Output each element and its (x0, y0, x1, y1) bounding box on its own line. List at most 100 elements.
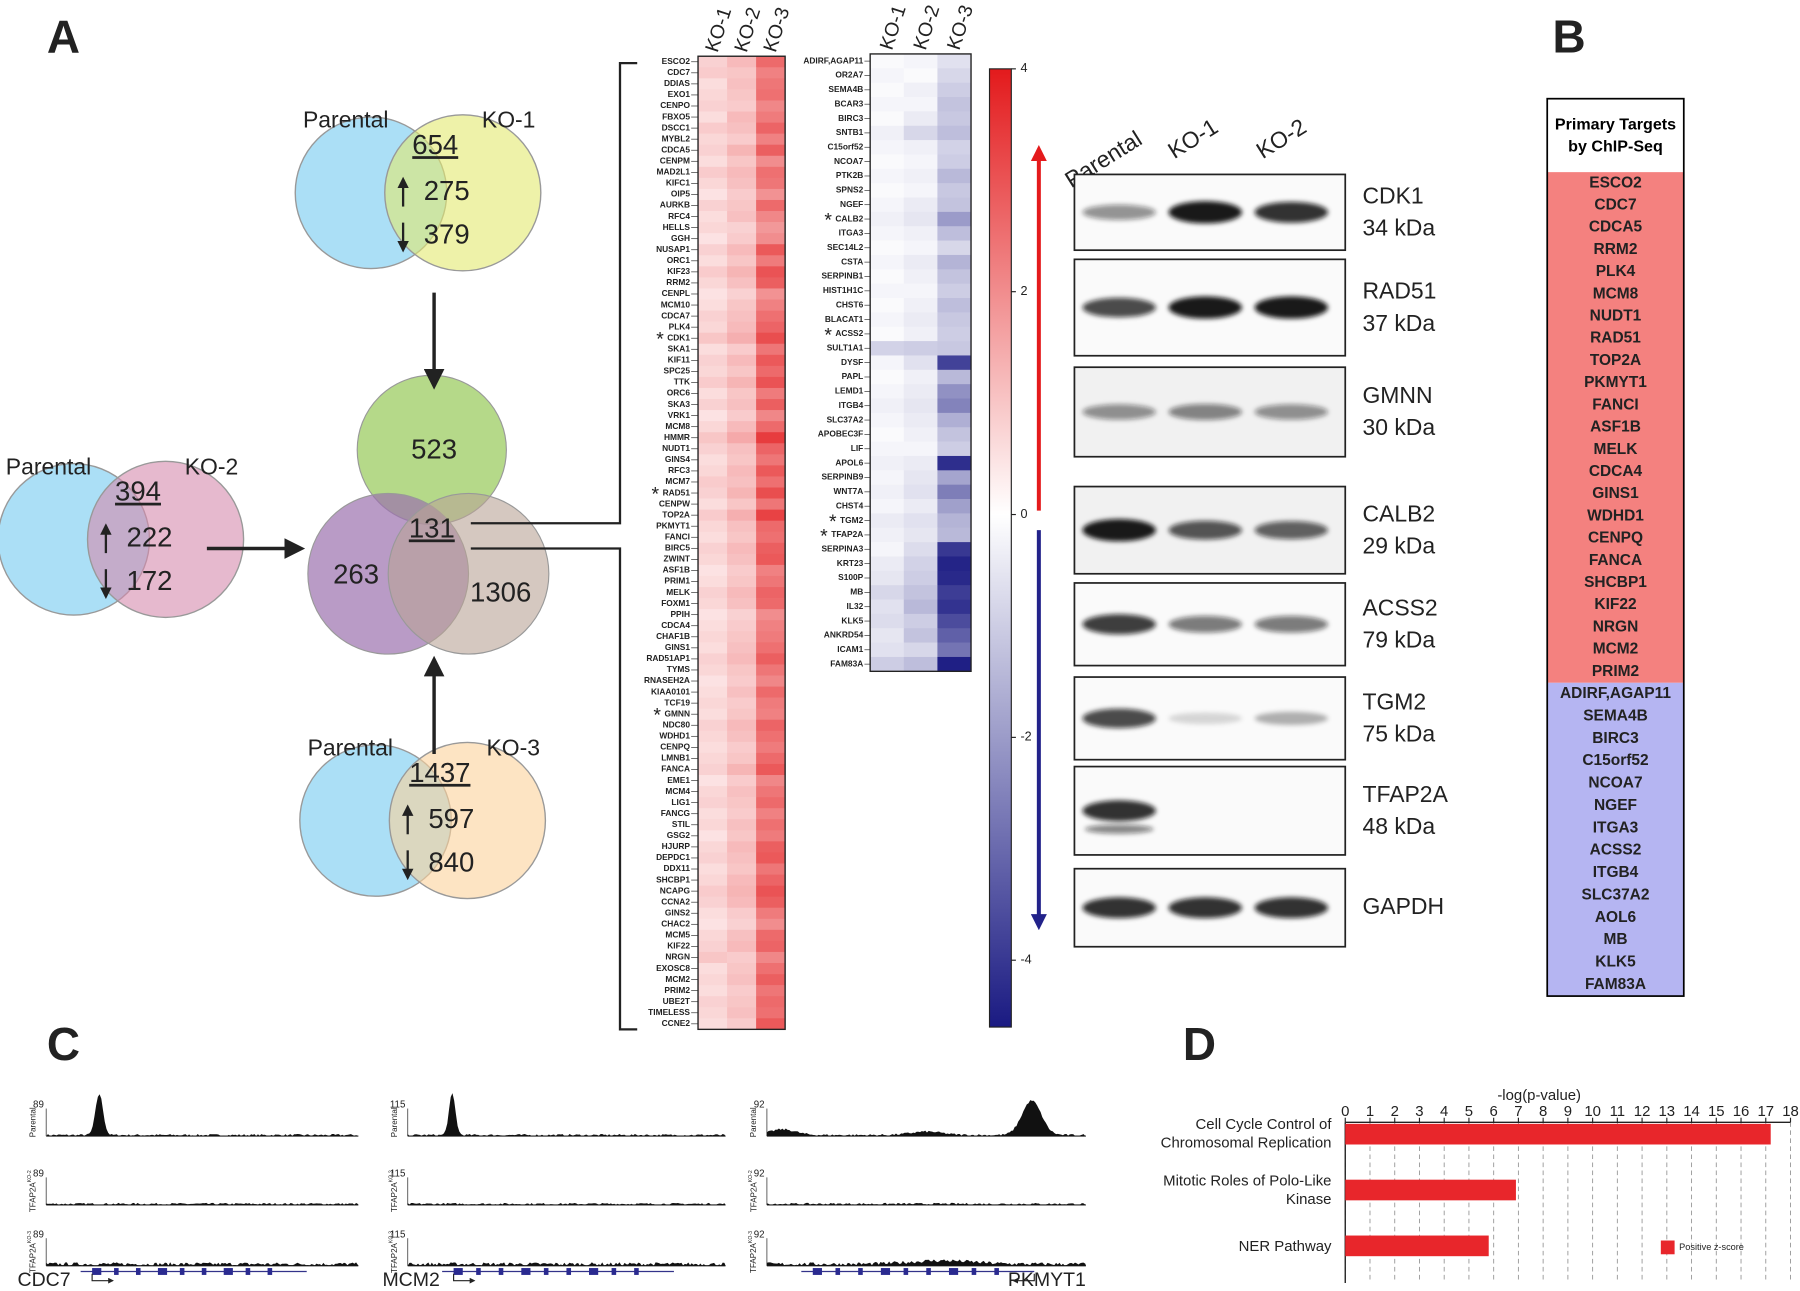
heat-cell (937, 269, 972, 285)
gene-label: NRGN (665, 952, 690, 962)
heat-cell (756, 974, 786, 986)
gene-label: PKMYT1 (656, 520, 690, 530)
exon (903, 1268, 909, 1275)
heat-cell (698, 741, 728, 754)
heat-cell (870, 283, 905, 299)
heat-cell (870, 455, 905, 471)
heat-cell (903, 570, 938, 586)
heat-cell (870, 427, 905, 442)
heat-cell (870, 312, 905, 328)
heat-cell (903, 53, 938, 69)
x-tick-label: 17 (1757, 1104, 1774, 1120)
heat-cell (727, 775, 757, 787)
column-label: KO-3 (943, 2, 978, 52)
gene-label: RAD51AP1 (646, 653, 690, 663)
heat-cell (698, 752, 728, 765)
gene-label: ESCO2 (662, 56, 691, 66)
exon (223, 1268, 233, 1275)
target-gene: FANCI (1592, 396, 1638, 413)
gene-label: KIFC1 (666, 178, 691, 188)
gene-label: LIG1 (671, 797, 690, 807)
heat-cell (727, 321, 757, 334)
star-mark: * (829, 511, 837, 533)
gene-label: HIST1H1C (823, 285, 863, 295)
gene-label: C15orf52 (827, 141, 863, 151)
exon (858, 1268, 863, 1275)
gene-label: RRM2 (666, 277, 690, 287)
heat-cell (756, 896, 786, 909)
heat-cell (937, 441, 972, 457)
heat-cell (937, 585, 972, 600)
heat-cell (937, 513, 972, 529)
heat-cell (756, 609, 786, 621)
heat-cell (698, 365, 728, 378)
heat-cell (698, 78, 728, 90)
heat-cell (756, 520, 786, 533)
heat-cell (698, 819, 728, 831)
heat-cell (937, 613, 972, 629)
target-header (1547, 98, 1684, 173)
venn-label: KO-3 (487, 734, 541, 760)
heat-cell (756, 399, 786, 411)
heat-cell (903, 140, 938, 155)
heat-cell (698, 531, 728, 544)
heat-cell (727, 907, 757, 920)
sample-sup: KO-2 (389, 1170, 395, 1182)
exon (201, 1268, 207, 1275)
x-tick-label: 11 (1610, 1104, 1625, 1120)
blot-band (1254, 521, 1329, 540)
gene-label: DYSF (841, 357, 863, 367)
heat-cell (698, 763, 728, 776)
sample-name: TFAP2A (749, 1182, 758, 1213)
heat-cell (698, 653, 728, 665)
star-mark: * (656, 329, 664, 351)
heat-cell (937, 542, 972, 557)
gene-label: SKA3 (668, 399, 691, 409)
gene-label: PPIH (670, 609, 690, 619)
gene-label: CENPO (660, 100, 690, 110)
gene-label: PTK2B (836, 170, 863, 180)
heat-cell (756, 775, 786, 787)
gene-label: ASF1B (663, 565, 690, 575)
heat-cell (937, 355, 972, 371)
heat-cell (756, 376, 786, 389)
heat-cell (698, 299, 728, 311)
blot-band (1082, 404, 1156, 420)
heat-cell (727, 111, 757, 123)
heat-cell (727, 642, 757, 654)
heat-cell (870, 326, 905, 342)
protein-size: 48 kDa (1362, 813, 1435, 839)
heat-cell (756, 244, 786, 256)
blot-band (1254, 404, 1329, 420)
heat-cell (756, 144, 786, 157)
heat-cell (727, 310, 757, 322)
heat-cell (698, 244, 728, 256)
gene-label: RFC4 (668, 211, 690, 221)
colorbar (988, 68, 1012, 1028)
target-gene: PRIM2 (1592, 663, 1639, 680)
protein-name: TGM2 (1362, 689, 1426, 715)
heat-cell (903, 542, 938, 557)
venn-circle (86, 460, 245, 619)
heat-cell (756, 553, 786, 566)
gene-label: CENPM (660, 156, 690, 166)
heat-cell (698, 177, 728, 190)
venn-label: KO-1 (482, 107, 536, 133)
heat-cell (903, 527, 938, 543)
panel-letter: A (47, 10, 80, 62)
x-tick-label: 12 (1634, 1104, 1651, 1120)
heat-cell (727, 951, 757, 964)
venn-up: 222 (127, 522, 173, 553)
venn-count: 1306 (470, 577, 531, 608)
heat-cell (698, 609, 728, 621)
track-scale: 89 (33, 1169, 44, 1180)
gene-label: SHCBP1 (656, 874, 690, 884)
target-frame (1546, 97, 1685, 997)
colorbar-tick-label: 4 (1020, 61, 1027, 75)
gene-label: CDK1 (667, 332, 690, 342)
gene-label: S100P (838, 572, 864, 582)
gene-label: EME1 (667, 775, 690, 785)
heat-cell (698, 387, 728, 400)
exon (114, 1268, 119, 1275)
heat-cell (756, 575, 786, 588)
